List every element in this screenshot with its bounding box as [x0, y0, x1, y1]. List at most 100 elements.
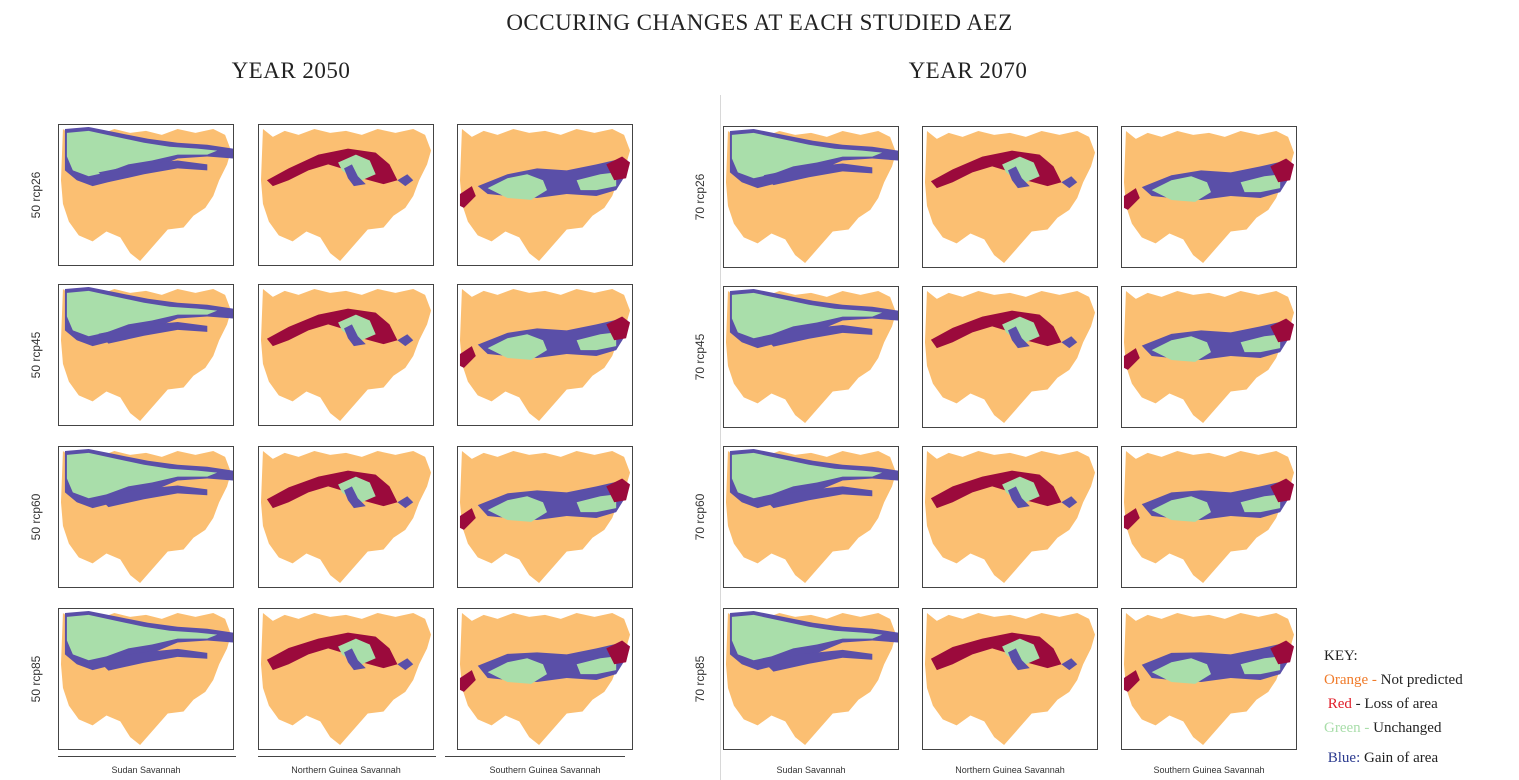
- map-svg: [924, 290, 1096, 424]
- zone-loss: [1123, 348, 1140, 370]
- map-svg: [459, 288, 631, 422]
- zone-loss: [1270, 478, 1295, 503]
- zone-unchanged: [1240, 174, 1281, 193]
- zone-loss: [1123, 670, 1140, 692]
- legend-color-word: Red: [1327, 696, 1352, 712]
- zone-gain: [98, 648, 208, 671]
- zone-unchanged: [1151, 336, 1211, 362]
- map-svg: [1123, 130, 1295, 264]
- legend-desc: Unchanged: [1373, 720, 1442, 736]
- map-svg: [60, 286, 233, 422]
- zone-gain: [344, 324, 366, 347]
- zone-gain: [1061, 336, 1078, 349]
- map-svg: [260, 612, 432, 746]
- zone-unchanged: [576, 172, 617, 191]
- zone-unchanged: [66, 130, 218, 177]
- country-area: [924, 130, 1096, 264]
- legend-title: KEY:: [1324, 648, 1358, 664]
- zone-loss: [606, 316, 631, 341]
- map-svg: [60, 610, 233, 746]
- map-svg: [1123, 612, 1295, 746]
- zone-unchanged: [1240, 494, 1281, 513]
- zone-unchanged: [1240, 656, 1281, 675]
- map-svg: [924, 612, 1096, 746]
- zone-loss: [459, 508, 476, 530]
- map-svg: [924, 450, 1096, 584]
- country-area: [260, 612, 432, 746]
- row-label-2070: 70 rcp85: [693, 655, 707, 703]
- map-svg: [60, 448, 233, 584]
- zone-unchanged: [731, 292, 883, 339]
- legend-desc: Not predicted: [1380, 672, 1463, 688]
- legend-sep: -: [1368, 672, 1381, 688]
- country-area: [924, 612, 1096, 746]
- row-label-2070: 70 rcp45: [693, 333, 707, 381]
- zone-unchanged: [487, 334, 547, 360]
- zone-gain: [763, 163, 873, 186]
- map-panel-2070-r1-c1: [723, 126, 899, 268]
- zone-gain: [397, 496, 414, 509]
- legend-color-word: Green: [1324, 720, 1361, 736]
- map-panel-2050-r4-c3: [457, 608, 633, 750]
- zone-unchanged: [487, 496, 547, 522]
- column-label: Sudan Savannah: [776, 765, 846, 775]
- map-svg: [260, 450, 432, 584]
- zone-loss: [606, 478, 631, 503]
- map-panel-2070-r3-c1: [723, 446, 899, 588]
- row-label-2070: 70 rcp26: [693, 173, 707, 221]
- column-label: Sudan Savannah: [111, 765, 181, 775]
- country-area: [260, 288, 432, 422]
- zone-loss: [1270, 158, 1295, 183]
- column-label: Southern Guinea Savannah: [1153, 765, 1265, 775]
- map-svg: [725, 448, 898, 584]
- zone-gain: [98, 321, 208, 344]
- map-svg: [1123, 290, 1295, 424]
- row-label-2050: 50 rcp26: [29, 171, 43, 219]
- legend-item-unchanged: Green - Unchanged: [1324, 716, 1463, 740]
- map-svg: [60, 126, 233, 262]
- zone-gain: [397, 658, 414, 671]
- zone-unchanged: [66, 290, 218, 337]
- map-panel-2070-r3-c3: [1121, 446, 1297, 588]
- map-panel-2050-r1-c2: [258, 124, 434, 266]
- zone-loss: [1270, 640, 1295, 665]
- map-panel-2070-r4-c3: [1121, 608, 1297, 750]
- map-svg: [260, 128, 432, 262]
- zone-gain: [1008, 648, 1030, 671]
- zone-gain: [763, 324, 873, 347]
- zone-loss: [459, 670, 476, 692]
- map-panel-2050-r1-c1: [58, 124, 234, 266]
- legend-item-not-predicted: Orange - Not predicted: [1324, 668, 1463, 692]
- axis-line: [258, 756, 436, 757]
- year-2070-heading: YEAR 2070: [908, 58, 1028, 83]
- legend-color-word: Orange: [1324, 672, 1369, 688]
- map-svg: [459, 612, 631, 746]
- map-svg: [459, 128, 631, 262]
- zone-unchanged: [66, 452, 218, 499]
- zone-gain: [1008, 486, 1030, 509]
- zone-unchanged: [731, 132, 883, 179]
- zone-gain: [763, 649, 873, 672]
- map-svg: [725, 128, 898, 264]
- zone-gain: [397, 174, 414, 187]
- map-panel-2050-r1-c3: [457, 124, 633, 266]
- map-svg: [725, 288, 898, 424]
- panel-divider: [720, 95, 721, 780]
- zone-loss: [606, 156, 631, 181]
- legend-item-loss: Red - Loss of area: [1324, 692, 1463, 716]
- map-panel-2070-r1-c2: [922, 126, 1098, 268]
- map-panel-2070-r2-c2: [922, 286, 1098, 428]
- zone-gain: [1061, 658, 1078, 671]
- zone-unchanged: [576, 494, 617, 513]
- map-svg: [725, 610, 898, 746]
- zone-gain: [1061, 496, 1078, 509]
- row-label-2050: 50 rcp60: [29, 493, 43, 541]
- map-panel-2070-r1-c3: [1121, 126, 1297, 268]
- country-area: [260, 128, 432, 262]
- map-panel-2070-r2-c3: [1121, 286, 1297, 428]
- zone-unchanged: [66, 614, 218, 661]
- zone-gain: [98, 485, 208, 508]
- map-panel-2070-r4-c1: [723, 608, 899, 750]
- zone-unchanged: [1151, 496, 1211, 522]
- zone-loss: [1123, 188, 1140, 210]
